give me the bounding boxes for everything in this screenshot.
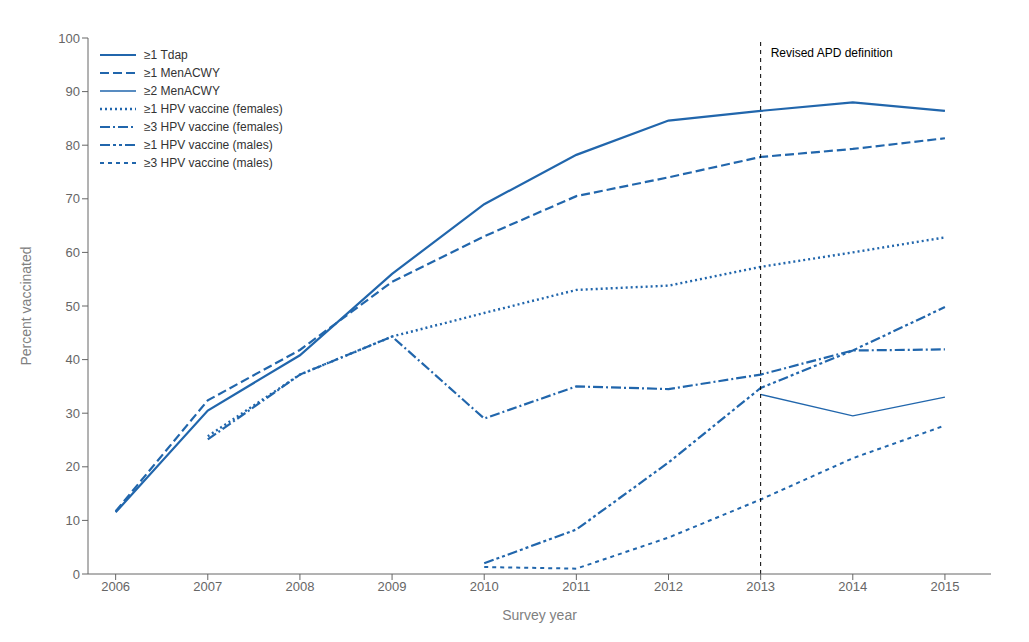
svg-text:80: 80 [66, 138, 80, 153]
svg-text:40: 40 [66, 352, 80, 367]
svg-text:50: 50 [66, 299, 80, 314]
svg-text:100: 100 [58, 31, 80, 46]
html-text:≥1 HPV vaccine (females): ≥1 HPV vaccine (females) [144, 102, 283, 116]
svg-text:Revised APD definition: Revised APD definition [771, 46, 893, 60]
svg-text:2010: 2010 [470, 579, 499, 594]
svg-text:70: 70 [66, 191, 80, 206]
html-text:≥3 HPV vaccine (males): ≥3 HPV vaccine (males) [144, 156, 273, 170]
svg-text:2014: 2014 [838, 579, 867, 594]
svg-text:Percent vaccinated: Percent vaccinated [18, 246, 34, 365]
svg-text:30: 30 [66, 406, 80, 421]
svg-text:2011: 2011 [562, 579, 590, 594]
svg-text:2013: 2013 [746, 579, 775, 594]
svg-text:2007: 2007 [193, 579, 222, 594]
svg-text:90: 90 [66, 84, 80, 99]
html-text:≥2 MenACWY: ≥2 MenACWY [144, 84, 220, 98]
svg-text:10: 10 [66, 513, 80, 528]
svg-text:0: 0 [73, 567, 80, 582]
svg-text:20: 20 [66, 459, 80, 474]
svg-text:2009: 2009 [378, 579, 407, 594]
svg-text:2012: 2012 [654, 579, 683, 594]
svg-text:2008: 2008 [285, 579, 314, 594]
html-text:≥1 MenACWY: ≥1 MenACWY [144, 66, 220, 80]
svg-text:60: 60 [66, 245, 80, 260]
svg-text:Survey year: Survey year [502, 607, 577, 623]
svg-text:2015: 2015 [930, 579, 959, 594]
html-text:≥3 HPV vaccine (females): ≥3 HPV vaccine (females) [144, 120, 283, 134]
html-text:≥1 HPV vaccine (males): ≥1 HPV vaccine (males) [144, 138, 273, 152]
html-text:≥1 Tdap: ≥1 Tdap [144, 48, 188, 62]
svg-text:2006: 2006 [101, 579, 130, 594]
